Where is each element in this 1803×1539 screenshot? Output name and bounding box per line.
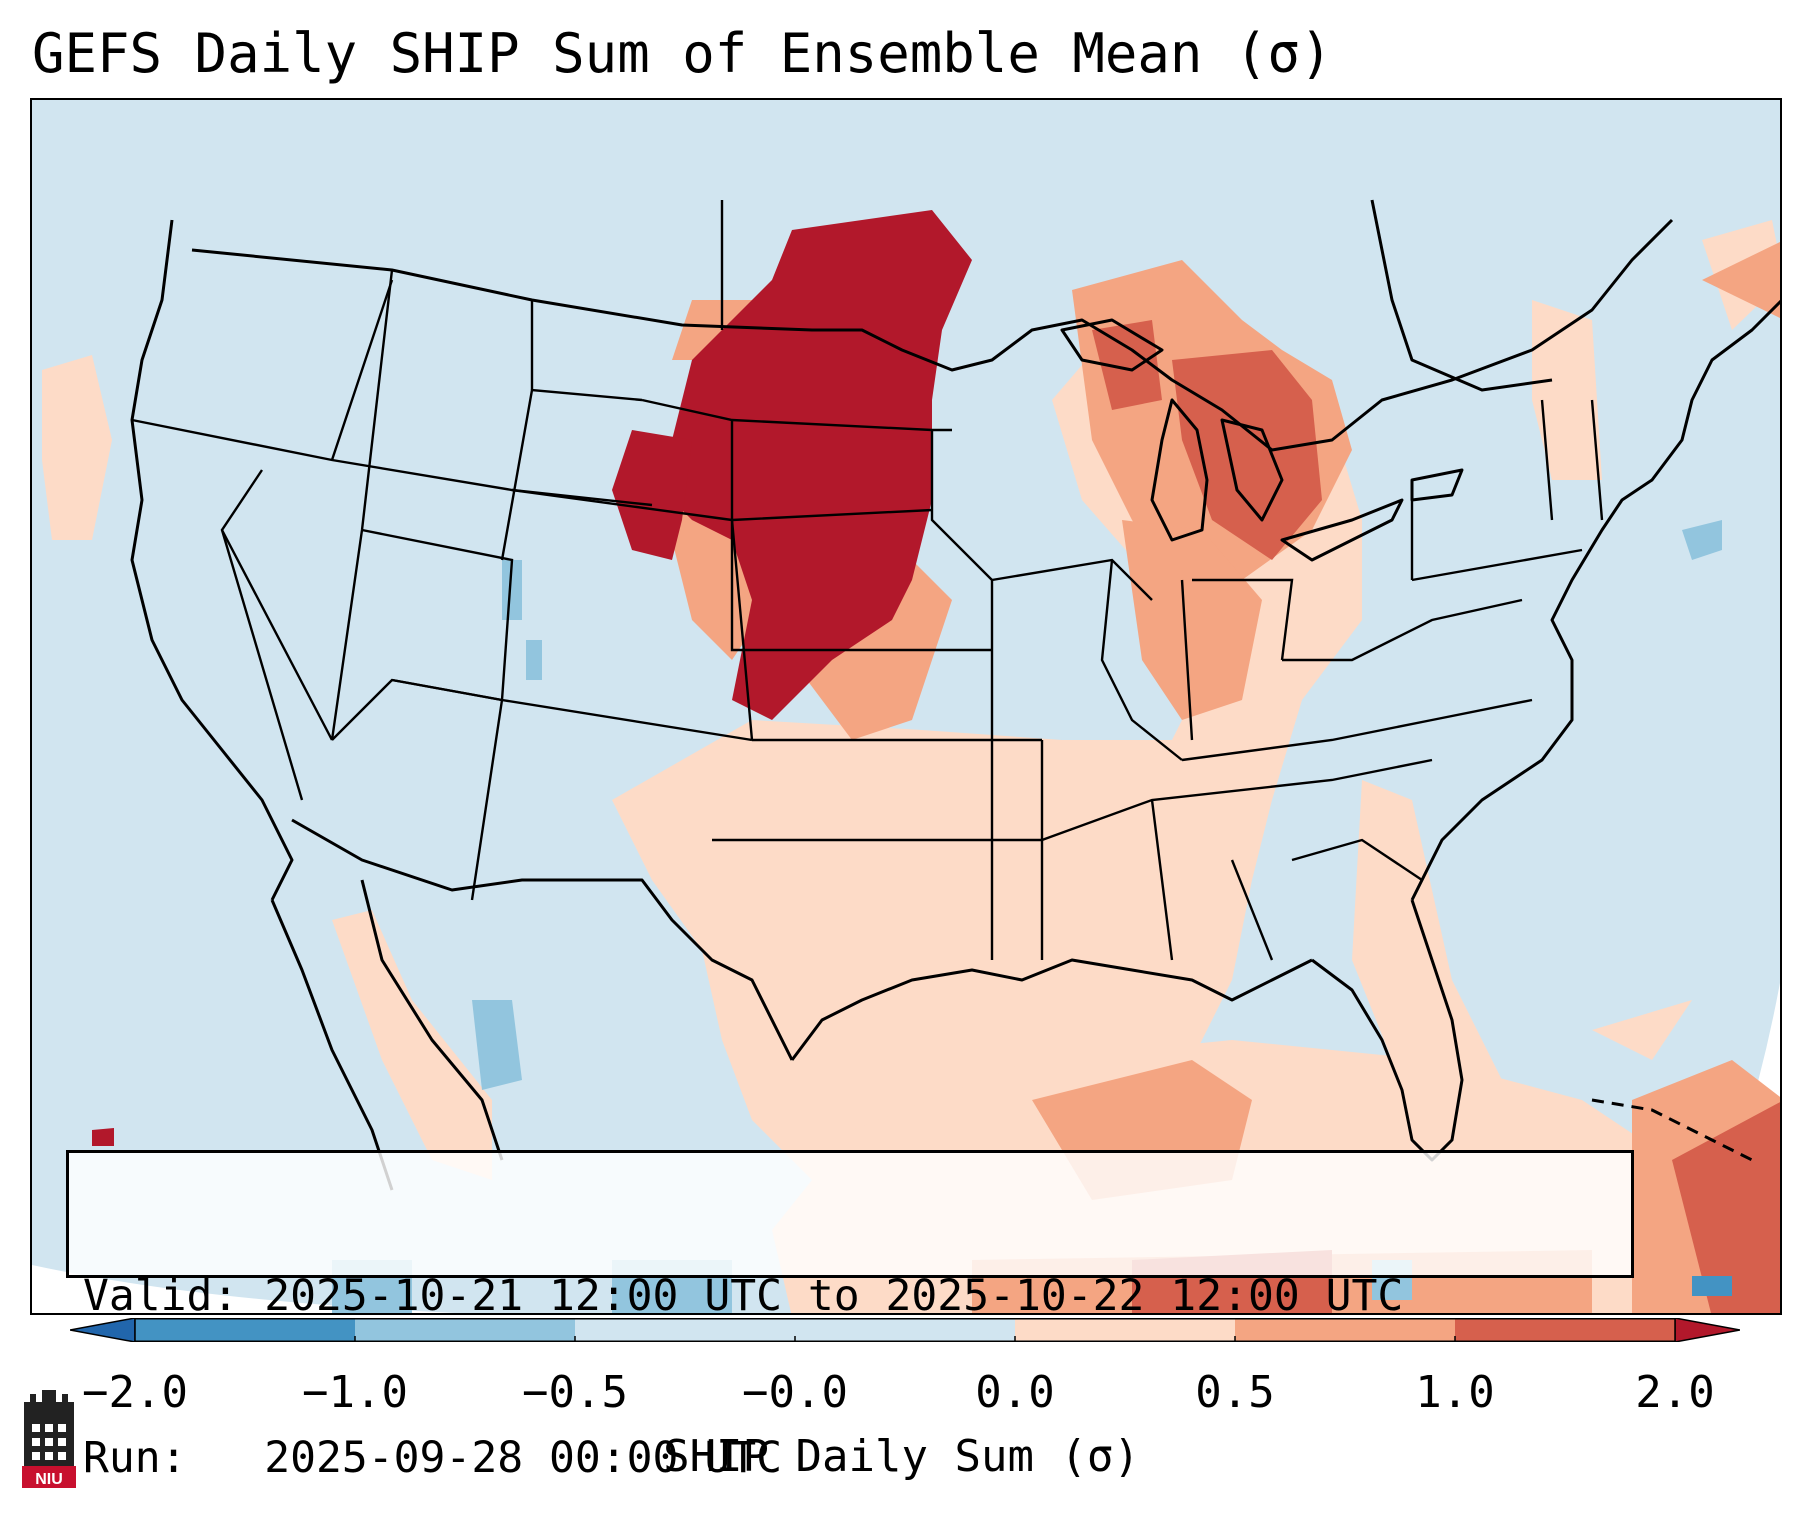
colorbar-tick-label: 2.0 [1635, 1367, 1715, 1418]
cuba [1591, 1098, 1753, 1162]
valid-time-text: Valid: 2025-10-21 12:00 UTC to 2025-10-2… [83, 1271, 1404, 1321]
projection-edge [32, 1265, 455, 1313]
gulf-coast [790, 958, 1313, 1061]
colorbar-outline [134, 1318, 1676, 1342]
colorbar-ticks: −2.0 −1.0 −0.5 −0.0 0.0 0.5 1.0 2.0 [0, 1368, 1803, 1418]
colorbar-band [795, 1318, 1016, 1342]
hudson-coast [1370, 199, 1553, 392]
colorbar-segments [70, 1318, 1740, 1342]
colorbar-label: SHIP Daily Sum (σ) [663, 1431, 1140, 1482]
colorbar-band [135, 1318, 356, 1342]
colorbar-band [1015, 1318, 1236, 1342]
colorbar-band [1235, 1318, 1456, 1342]
lake-huron [1220, 418, 1284, 522]
west-coast [130, 219, 294, 901]
colorbar-band [1455, 1318, 1676, 1342]
colorbar-extend-low [70, 1318, 136, 1342]
lake-ontario [1410, 468, 1464, 502]
niu-castle-logo-icon: NIU [22, 1390, 76, 1488]
colorbar-extend-high [1674, 1318, 1740, 1342]
east-coast [1410, 299, 1780, 901]
colorbar-tick-label: 1.0 [1415, 1367, 1495, 1418]
validity-info-box: Valid: 2025-10-21 12:00 UTC to 2025-10-2… [66, 1150, 1634, 1483]
colorbar-tick-label: −2.0 [82, 1367, 188, 1418]
colorbar-band [355, 1318, 576, 1342]
map-panel [30, 98, 1782, 1315]
state-boundaries [131, 200, 1604, 961]
colorbar-tick-label: −0.0 [742, 1367, 848, 1418]
mexico-coast [360, 879, 504, 1161]
logo-text: NIU [35, 1471, 63, 1488]
lake-erie [1280, 498, 1404, 562]
run-time-text: Run: 2025-09-28 00:00 UTC [83, 1433, 782, 1483]
colorbar-tick-label: −0.5 [522, 1367, 628, 1418]
colorbar-tick-label: −1.0 [302, 1367, 408, 1418]
lake-superior [1060, 318, 1164, 372]
us-mexico-border [291, 818, 794, 1061]
colorbar-tick-label: 0.0 [975, 1367, 1055, 1418]
map-svg [32, 199, 1780, 1313]
northern-border [191, 218, 1674, 452]
colorbar [70, 1318, 1740, 1342]
colorbar-band [575, 1318, 796, 1342]
figure-title: GEFS Daily SHIP Sum of Ensemble Mean (σ) [32, 22, 1333, 85]
colorbar-tick-label: 0.5 [1195, 1367, 1275, 1418]
lake-michigan [1150, 398, 1209, 542]
